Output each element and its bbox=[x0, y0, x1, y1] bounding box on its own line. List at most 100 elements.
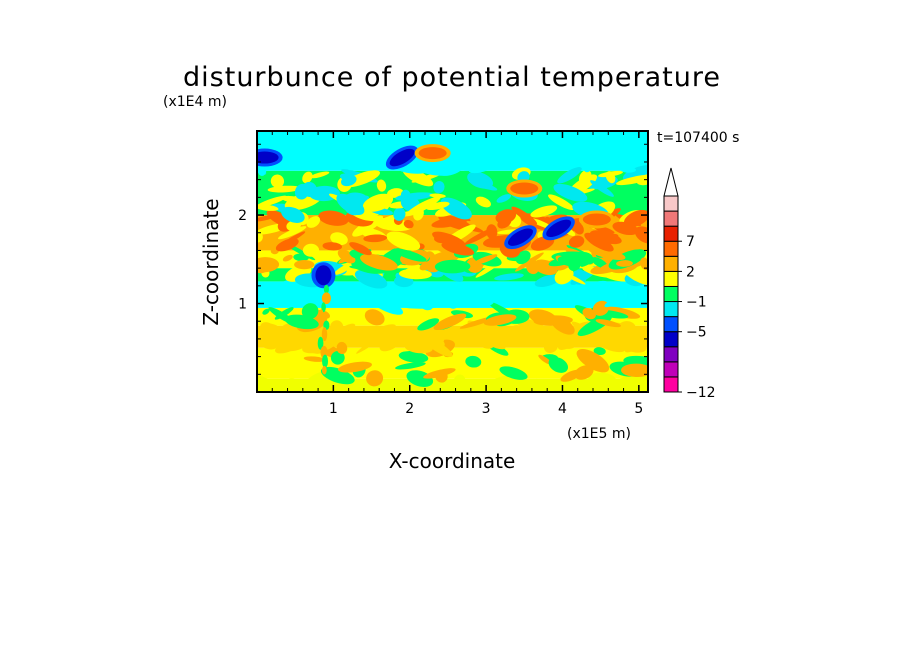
field-blob bbox=[294, 260, 315, 270]
field-blob bbox=[330, 350, 345, 365]
field-blob bbox=[302, 243, 320, 257]
field-blob bbox=[611, 137, 632, 151]
field-blob bbox=[310, 171, 330, 179]
colorbar-label: −5 bbox=[686, 325, 707, 341]
x-axis-title: X-coordinate bbox=[389, 449, 516, 473]
colorbar-label: 2 bbox=[686, 264, 695, 280]
field-blob bbox=[472, 254, 498, 266]
colorbar-swatch bbox=[663, 240, 679, 257]
field-blob bbox=[464, 151, 491, 166]
x-tick-label: 2 bbox=[405, 401, 414, 417]
field-blob bbox=[554, 267, 574, 285]
colorbar-swatch bbox=[663, 301, 679, 318]
field-blob bbox=[393, 207, 406, 221]
field-blob bbox=[616, 174, 648, 186]
field-blob bbox=[593, 131, 611, 141]
colorbar-extend-arrow bbox=[663, 167, 679, 197]
field-blob bbox=[447, 301, 458, 309]
field-blob bbox=[275, 238, 299, 252]
field-blob bbox=[318, 210, 349, 226]
field-blob bbox=[320, 366, 355, 385]
colorbar-swatch bbox=[663, 195, 679, 212]
field-blob bbox=[405, 196, 441, 217]
field-blob bbox=[460, 297, 494, 308]
field-blob bbox=[509, 325, 524, 339]
field-blob bbox=[574, 365, 594, 380]
field-blob bbox=[593, 347, 606, 356]
field-blob bbox=[548, 194, 574, 211]
x-tick-label: 4 bbox=[558, 401, 567, 417]
field-blob bbox=[465, 355, 482, 368]
field-blob bbox=[388, 290, 421, 306]
colorbar-swatch bbox=[663, 346, 679, 363]
field-blob bbox=[588, 246, 626, 260]
field-blob bbox=[364, 309, 385, 326]
field-blob bbox=[550, 315, 575, 335]
field-blob bbox=[554, 285, 588, 300]
field-blob bbox=[275, 338, 303, 354]
field-blob bbox=[301, 181, 317, 197]
warm-patch bbox=[510, 182, 539, 195]
field-blob bbox=[437, 261, 464, 268]
field-blob bbox=[395, 362, 426, 370]
field-blob bbox=[282, 254, 293, 262]
field-blob bbox=[590, 180, 614, 197]
field-blob bbox=[528, 309, 558, 326]
field-blob bbox=[423, 368, 456, 379]
field-blob bbox=[305, 371, 330, 388]
field-blob bbox=[634, 226, 648, 244]
field-blob bbox=[317, 158, 344, 171]
field-blob bbox=[515, 282, 542, 298]
field-blob bbox=[579, 162, 595, 169]
field-blob bbox=[346, 195, 370, 202]
field-blob bbox=[621, 363, 648, 378]
field-blob bbox=[330, 232, 348, 246]
field-blob bbox=[367, 294, 404, 315]
field-blob bbox=[483, 153, 509, 167]
field-blob bbox=[458, 332, 473, 341]
field-blob bbox=[354, 269, 388, 289]
x-tick-label: 3 bbox=[482, 401, 491, 417]
cold-streak bbox=[389, 148, 415, 167]
field-blob bbox=[334, 263, 353, 275]
field-blob bbox=[257, 375, 271, 391]
field-blob bbox=[301, 303, 319, 320]
field-blob bbox=[363, 234, 388, 243]
field-blob bbox=[270, 174, 285, 188]
field-blob bbox=[511, 206, 538, 225]
field-blob bbox=[276, 280, 295, 295]
field-blob bbox=[260, 322, 277, 337]
field-blob bbox=[486, 224, 498, 240]
field-blob bbox=[273, 131, 309, 148]
field-blob bbox=[487, 380, 511, 389]
y-unit-label: (x1E4 m) bbox=[163, 94, 227, 110]
field-blob bbox=[426, 159, 447, 175]
field-blob bbox=[257, 163, 267, 176]
colorbar-swatch bbox=[663, 376, 679, 393]
field-blob bbox=[303, 356, 326, 362]
field-blob bbox=[337, 249, 356, 264]
field-blob bbox=[431, 215, 470, 228]
field-blob bbox=[257, 332, 278, 350]
field-blob bbox=[612, 221, 639, 236]
field-blob bbox=[589, 150, 610, 164]
field-blob bbox=[433, 181, 445, 194]
plot-frame bbox=[256, 130, 649, 393]
field-blob bbox=[277, 226, 307, 240]
field-blob bbox=[584, 232, 614, 252]
field-blob bbox=[419, 299, 433, 311]
colorbar-swatch bbox=[663, 255, 679, 272]
warm-patch bbox=[418, 147, 447, 160]
field-blob bbox=[499, 366, 528, 380]
x-axis: 1 2 3 4 5 bbox=[271, 131, 643, 417]
field-blob bbox=[576, 349, 610, 373]
field-blob bbox=[574, 280, 610, 299]
y-axis: 12 bbox=[238, 143, 648, 375]
field-blob bbox=[285, 154, 317, 164]
field-blob bbox=[621, 375, 632, 385]
field-blob bbox=[398, 351, 429, 363]
field-blob bbox=[336, 193, 365, 216]
chart-title: disturbunce of potential temperature bbox=[183, 62, 721, 93]
field-blob bbox=[362, 193, 394, 212]
field-blob bbox=[428, 131, 453, 143]
